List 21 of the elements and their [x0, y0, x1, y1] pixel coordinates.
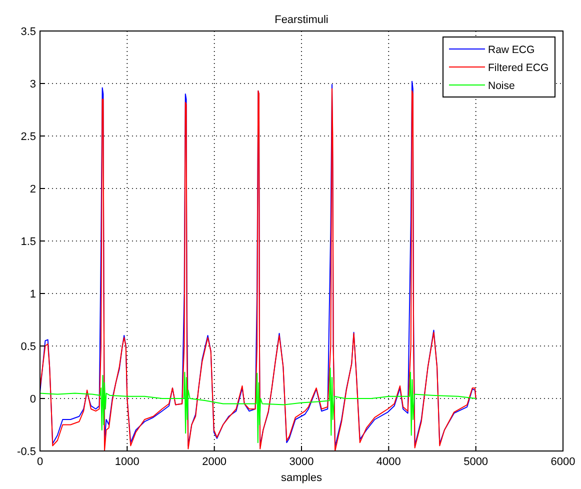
y-tick-label: -0.5: [17, 446, 36, 458]
legend-label: Filtered ECG: [488, 62, 549, 74]
x-tick-label: 2000: [202, 456, 227, 468]
y-tick-label: 0: [30, 394, 36, 406]
y-tick-label: 2: [30, 184, 36, 196]
y-tick-label: 1: [30, 288, 36, 300]
line-series: [40, 368, 476, 444]
x-axis-title: samples: [281, 472, 322, 484]
legend-label: Raw ECG: [488, 44, 535, 56]
y-tick-label: 3: [30, 78, 36, 90]
chart-title: Fearstimuli: [274, 14, 328, 26]
y-tick-label: 2.5: [20, 131, 36, 143]
x-tick-label: 6000: [550, 456, 576, 468]
y-tick-label: 3.5: [20, 26, 36, 38]
y-tick-label: 1.5: [20, 236, 36, 248]
legend-label: Noise: [488, 80, 516, 92]
x-tick-label: 3000: [289, 456, 314, 468]
x-tick-label: 1000: [114, 456, 140, 468]
x-tick-label: 5000: [464, 456, 488, 468]
y-tick-label: 0.5: [20, 341, 36, 353]
x-tick-label: 4000: [376, 456, 401, 468]
